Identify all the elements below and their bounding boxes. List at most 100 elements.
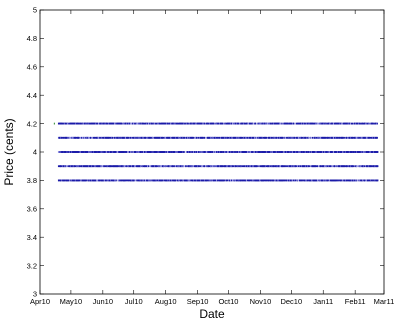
data-point (204, 122, 206, 125)
data-point (360, 122, 362, 125)
data-point (150, 179, 152, 182)
data-point (270, 179, 272, 182)
data-point (213, 179, 216, 182)
y-tick-label: 3.2 (27, 261, 37, 270)
data-point (165, 165, 167, 168)
data-point (327, 136, 329, 139)
data-point (140, 151, 142, 153)
data-point (225, 122, 227, 125)
x-tick-label: Mar11 (374, 297, 395, 306)
data-point (242, 165, 244, 168)
data-point (85, 179, 87, 182)
y-tick-label: 4.8 (27, 34, 37, 43)
data-point (351, 122, 354, 125)
data-point (110, 179, 113, 182)
data-point (284, 136, 286, 139)
data-point (207, 151, 209, 153)
data-point (297, 122, 300, 125)
data-point (170, 165, 172, 168)
data-point (74, 165, 76, 168)
data-point (121, 122, 123, 125)
data-point (255, 151, 257, 153)
data-point (377, 151, 379, 153)
data-point (234, 179, 236, 182)
data-point (175, 179, 177, 182)
data-point (359, 151, 361, 153)
data-point (318, 151, 320, 153)
data-point (301, 151, 303, 153)
data-point (143, 122, 146, 125)
data-point (184, 136, 186, 139)
data-point (79, 165, 81, 168)
data-point (226, 151, 229, 153)
data-point (66, 136, 68, 139)
data-point (301, 136, 303, 139)
data-point (176, 151, 178, 153)
data-point (161, 179, 164, 182)
y-tick-label: 5 (33, 6, 37, 15)
data-point (246, 136, 249, 139)
data-point (222, 165, 224, 168)
data-point (90, 136, 92, 139)
data-point (173, 165, 176, 168)
data-point (299, 165, 302, 168)
data-point (60, 165, 62, 168)
y-tick-label: 4.6 (27, 63, 37, 72)
series-level-4-2 (57, 122, 378, 125)
data-point (230, 179, 233, 182)
data-point (306, 151, 308, 153)
data-point (163, 165, 165, 168)
data-point (126, 179, 129, 182)
data-point (373, 122, 375, 125)
data-point (320, 165, 322, 168)
data-point (346, 179, 349, 182)
data-point (114, 136, 116, 139)
data-point (170, 136, 172, 139)
y-tick-label: 4 (33, 148, 37, 157)
data-point (214, 165, 216, 168)
data-point (104, 165, 106, 168)
data-point (340, 179, 342, 182)
data-point (253, 151, 255, 153)
data-point (189, 151, 191, 153)
data-point (69, 136, 71, 139)
data-point (304, 122, 306, 125)
data-point (162, 136, 164, 139)
x-tick-label: Nov10 (250, 297, 272, 306)
data-point (97, 122, 99, 125)
data-point (248, 179, 251, 182)
data-point (342, 151, 344, 153)
data-point (192, 151, 195, 153)
data-point (201, 151, 203, 153)
data-point (178, 136, 180, 139)
data-point (103, 165, 105, 168)
data-point (80, 122, 82, 125)
data-point (262, 136, 264, 139)
data-point (308, 165, 310, 168)
data-point (62, 122, 64, 125)
data-point (268, 179, 270, 182)
data-point (66, 165, 68, 168)
data-point (185, 165, 187, 168)
x-tick-label: Jul10 (125, 297, 143, 306)
data-point (58, 179, 60, 182)
data-point (94, 136, 96, 139)
data-point (367, 179, 370, 182)
x-tick-label: Jan11 (313, 297, 333, 306)
x-tick-label: Sep10 (187, 297, 209, 306)
data-point (284, 179, 286, 182)
data-point (297, 165, 300, 168)
data-point (124, 165, 126, 168)
data-point (144, 165, 147, 168)
data-point (309, 151, 311, 153)
data-point (255, 122, 257, 125)
data-point (377, 179, 379, 182)
data-point (236, 179, 238, 182)
data-point (338, 179, 340, 182)
data-point (129, 151, 131, 153)
data-point (226, 179, 229, 182)
data-point (88, 151, 90, 153)
data-point (270, 122, 272, 125)
data-point (57, 165, 60, 168)
y-tick-label: 3.4 (27, 233, 37, 242)
